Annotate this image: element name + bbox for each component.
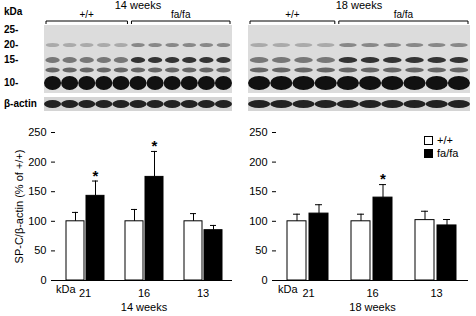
svg-text:+/+: +/+ [79, 9, 94, 20]
svg-text:0: 0 [40, 274, 46, 286]
svg-text:fa/fa: fa/fa [394, 9, 414, 20]
svg-text:25-: 25- [4, 24, 18, 35]
svg-text:SP-C/β-actin (% of +/+): SP-C/β-actin (% of +/+) [13, 150, 25, 264]
svg-text:13: 13 [197, 287, 209, 299]
svg-text:*: * [93, 167, 99, 184]
svg-text:*: * [380, 170, 386, 187]
svg-text:kDa: kDa [4, 6, 23, 17]
svg-text:250: 250 [249, 126, 267, 138]
svg-text:16: 16 [138, 287, 150, 299]
svg-text:21: 21 [302, 287, 314, 299]
svg-text:100: 100 [28, 215, 46, 227]
svg-text:*: * [152, 137, 158, 154]
html-text:kDa: kDa [56, 283, 76, 295]
svg-text:200: 200 [28, 156, 46, 168]
svg-text:18 weeks: 18 weeks [349, 301, 396, 313]
svg-text:20-: 20- [4, 39, 18, 50]
svg-text:14 weeks: 14 weeks [115, 0, 162, 11]
svg-text:18 weeks: 18 weeks [336, 0, 383, 11]
svg-text:150: 150 [28, 185, 46, 197]
svg-text:14 weeks: 14 weeks [121, 301, 168, 313]
svg-text:0: 0 [261, 274, 267, 286]
svg-text:15-: 15- [4, 54, 18, 65]
svg-text:13: 13 [430, 287, 442, 299]
svg-text:150: 150 [249, 185, 267, 197]
svg-text:10-: 10- [4, 77, 18, 88]
svg-text:250: 250 [28, 126, 46, 138]
svg-text:16: 16 [366, 287, 378, 299]
html-text:kDa: kDa [278, 283, 298, 295]
svg-text:+/+: +/+ [285, 9, 300, 20]
svg-text:200: 200 [249, 156, 267, 168]
svg-text:100: 100 [249, 215, 267, 227]
svg-text:21: 21 [79, 287, 91, 299]
svg-text:fa/fa: fa/fa [171, 9, 191, 20]
svg-text:50: 50 [255, 244, 267, 256]
svg-text:β-actin: β-actin [4, 98, 37, 109]
svg-text:50: 50 [34, 244, 46, 256]
html-text:fa/fa: fa/fa [437, 147, 459, 159]
